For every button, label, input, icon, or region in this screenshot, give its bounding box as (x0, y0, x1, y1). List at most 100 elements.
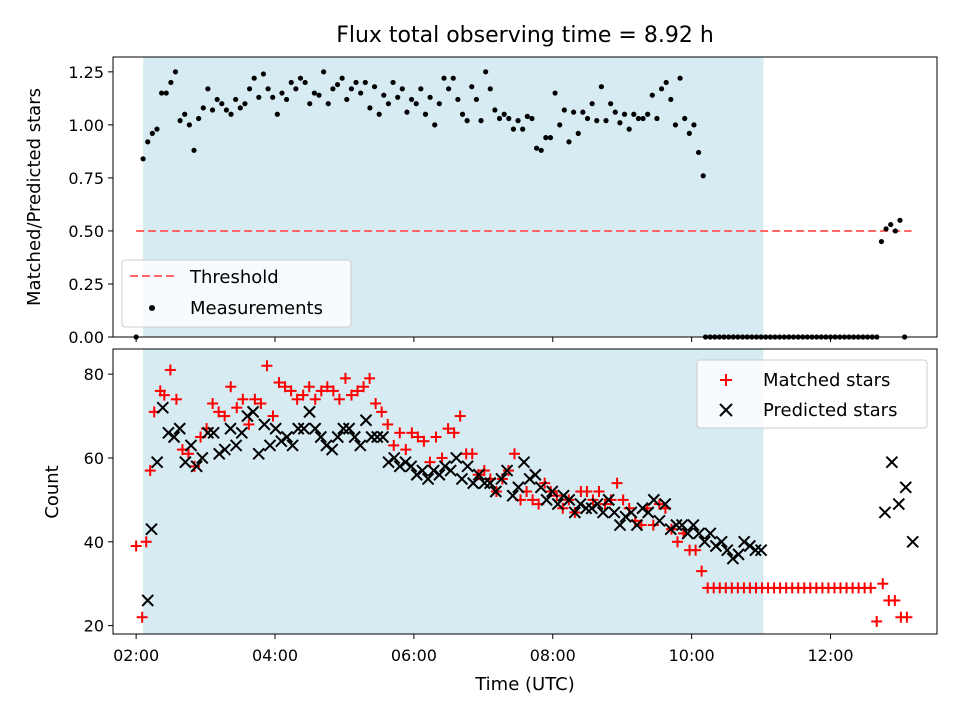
measurement-point (496, 115, 503, 122)
predicted-star-marker (286, 439, 299, 452)
measurement-point (557, 122, 563, 128)
matched-star-marker (321, 381, 333, 393)
predicted-star-marker (574, 497, 587, 511)
matched-star-marker (901, 611, 913, 623)
predicted-marker-b (534, 481, 548, 494)
matched-star-marker (231, 402, 243, 414)
x-tick-label: 02:00 (113, 646, 159, 665)
matched-star-marker (182, 448, 194, 460)
predicted-star-marker (427, 464, 440, 477)
predicted-marker-b (546, 485, 559, 498)
predicted-stars-points (141, 401, 919, 607)
predicted-star-marker (892, 497, 906, 511)
x-tick-label: 04:00 (252, 646, 298, 665)
predicted-marker-b (387, 451, 401, 465)
top-y-ticks: 0.00 0.25 0.50 0.75 1.00 1.25 (68, 63, 113, 347)
predicted-star-marker (292, 422, 305, 435)
predicted-marker-b (461, 460, 474, 473)
matched-star-marker (889, 594, 901, 606)
predicted-marker-b (692, 527, 706, 540)
measurement-point (645, 111, 651, 117)
predicted-marker-b (444, 464, 457, 477)
matched-star-marker (696, 565, 708, 577)
predicted-marker-b (141, 594, 154, 607)
measurement-point (399, 86, 405, 92)
predicted-marker-b (224, 422, 237, 435)
predicted-star-marker (371, 430, 384, 444)
predicted-star-marker (647, 493, 661, 507)
measurement-point (344, 96, 350, 103)
measurement-point (691, 122, 697, 128)
predicted-marker-b (885, 455, 899, 469)
predicted-marker-b (207, 426, 220, 440)
measurement-point (446, 86, 452, 92)
measurement-point (533, 145, 540, 151)
predicted-marker-b (303, 405, 316, 419)
measurement-point (529, 115, 535, 122)
predicted-star-marker (325, 443, 339, 456)
measurement-point (381, 92, 387, 98)
matched-star-marker (412, 431, 424, 443)
predicted-star-marker (179, 455, 192, 469)
x-axis-label: Time (UTC) (474, 674, 575, 695)
predicted-marker-b (359, 414, 373, 427)
predicted-star-marker (235, 426, 249, 440)
top-y-tick-label: 1.25 (68, 63, 104, 82)
measurement-point (589, 101, 595, 107)
predicted-star-marker (461, 460, 474, 473)
predicted-marker-b (325, 443, 339, 456)
predicted-star-marker (263, 439, 277, 452)
matched-star-marker (527, 494, 539, 506)
bottom-y-tick-label: 40 (84, 533, 104, 552)
matched-star-marker (219, 410, 231, 422)
predicted-star-marker (141, 594, 154, 607)
measurement-point (520, 126, 526, 132)
bottom-legend-box (696, 359, 928, 429)
predicted-marker-b (591, 497, 604, 511)
predicted-marker-b (495, 472, 508, 486)
predicted-marker-b (500, 464, 514, 477)
predicted-marker-b (687, 518, 700, 532)
predicted-marker-b (269, 422, 282, 435)
measurement-point (598, 84, 604, 90)
bottom-y-ticks: 20 40 60 80 (84, 365, 113, 636)
predicted-marker-b (506, 489, 519, 502)
measurement-point (228, 111, 234, 117)
predicted-marker-b (540, 493, 553, 507)
measurement-point (395, 94, 401, 100)
predicted-marker-b (246, 405, 260, 419)
measurement-point (635, 115, 642, 122)
measurement-point (293, 86, 299, 92)
measurement-point (376, 111, 382, 117)
matched-star-marker (237, 393, 249, 405)
predicted-star-marker (404, 460, 418, 473)
matched-star-marker (164, 364, 176, 376)
predicted-marker-b (523, 472, 536, 486)
predicted-star-marker (653, 514, 666, 528)
matched-star-marker (303, 381, 315, 393)
predicted-star-marker (619, 510, 632, 523)
measurement-point (878, 238, 885, 245)
matched-star-marker (364, 372, 376, 384)
matched-star-marker (690, 544, 702, 556)
predicted-star-marker (704, 527, 717, 540)
matched-star-marker (309, 393, 321, 405)
predicted-marker-b (184, 439, 198, 452)
predicted-star-marker (641, 506, 655, 519)
predicted-star-marker (568, 506, 582, 519)
matched-star-marker (140, 536, 152, 548)
predicted-marker-b (438, 460, 452, 473)
predicted-marker-b (404, 460, 418, 473)
measurement-point (621, 111, 628, 117)
predicted-marker-b (213, 447, 226, 460)
predicted-star-marker (167, 430, 181, 444)
measurement-point (441, 75, 447, 81)
predicted-marker-b (342, 422, 356, 435)
predicted-star-marker (354, 439, 367, 452)
predicted-marker-b (709, 539, 723, 553)
measurement-point (422, 111, 429, 117)
top-y-tick-label: 1.00 (68, 116, 104, 135)
matched-star-marker (170, 393, 182, 405)
predicted-marker-b (743, 539, 757, 553)
